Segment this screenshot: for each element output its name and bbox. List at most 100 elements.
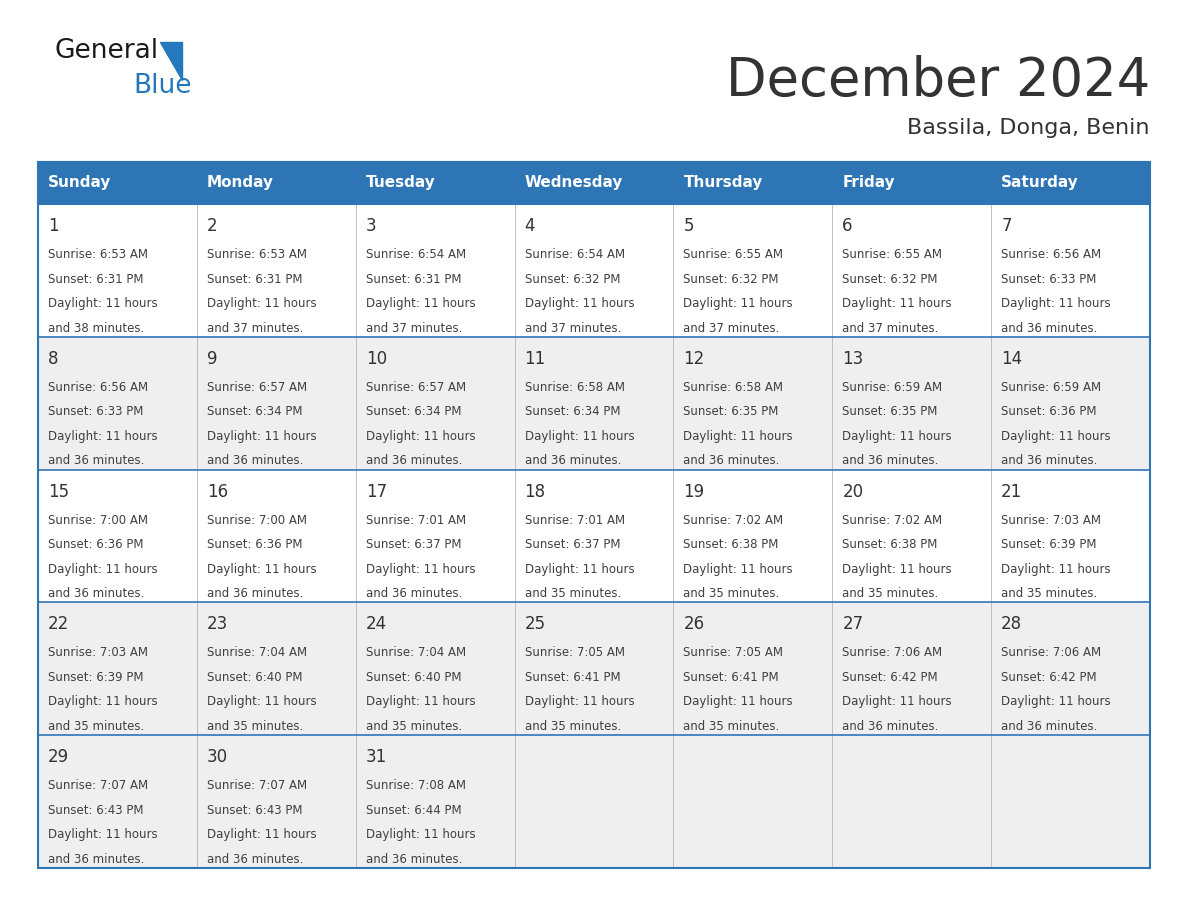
Text: Sunrise: 6:58 AM: Sunrise: 6:58 AM — [525, 381, 625, 394]
Text: Sunrise: 7:02 AM: Sunrise: 7:02 AM — [842, 513, 942, 527]
Text: Sunset: 6:42 PM: Sunset: 6:42 PM — [1001, 671, 1097, 684]
Text: and 36 minutes.: and 36 minutes. — [1001, 454, 1098, 467]
Text: Daylight: 11 hours: Daylight: 11 hours — [366, 563, 475, 576]
Text: Sunrise: 6:58 AM: Sunrise: 6:58 AM — [683, 381, 783, 394]
Text: Sunrise: 7:03 AM: Sunrise: 7:03 AM — [1001, 513, 1101, 527]
Text: Sunrise: 6:54 AM: Sunrise: 6:54 AM — [525, 248, 625, 261]
Text: 31: 31 — [366, 748, 387, 767]
Text: and 36 minutes.: and 36 minutes. — [842, 720, 939, 733]
Text: Sunset: 6:38 PM: Sunset: 6:38 PM — [842, 538, 937, 551]
Text: Daylight: 11 hours: Daylight: 11 hours — [1001, 297, 1111, 310]
Text: Daylight: 11 hours: Daylight: 11 hours — [48, 430, 158, 442]
Text: Sunset: 6:34 PM: Sunset: 6:34 PM — [207, 406, 303, 419]
Text: 10: 10 — [366, 350, 387, 368]
Text: 22: 22 — [48, 615, 69, 633]
Text: and 36 minutes.: and 36 minutes. — [683, 454, 779, 467]
Text: Sunset: 6:34 PM: Sunset: 6:34 PM — [366, 406, 461, 419]
Text: Daylight: 11 hours: Daylight: 11 hours — [683, 696, 794, 709]
Text: Daylight: 11 hours: Daylight: 11 hours — [48, 297, 158, 310]
Text: Sunrise: 6:55 AM: Sunrise: 6:55 AM — [842, 248, 942, 261]
Bar — [991, 162, 1150, 204]
Text: Daylight: 11 hours: Daylight: 11 hours — [683, 430, 794, 442]
Text: and 36 minutes.: and 36 minutes. — [525, 454, 621, 467]
Text: Daylight: 11 hours: Daylight: 11 hours — [842, 563, 952, 576]
Text: Sunset: 6:40 PM: Sunset: 6:40 PM — [366, 671, 461, 684]
Bar — [38, 602, 1150, 735]
Text: Daylight: 11 hours: Daylight: 11 hours — [525, 563, 634, 576]
Bar — [197, 162, 355, 204]
Text: Daylight: 11 hours: Daylight: 11 hours — [48, 696, 158, 709]
Bar — [674, 162, 833, 204]
Text: Sunrise: 7:00 AM: Sunrise: 7:00 AM — [207, 513, 307, 527]
Text: Daylight: 11 hours: Daylight: 11 hours — [1001, 430, 1111, 442]
Text: Sunrise: 7:07 AM: Sunrise: 7:07 AM — [207, 779, 307, 792]
Text: Sunrise: 7:01 AM: Sunrise: 7:01 AM — [366, 513, 466, 527]
Text: 4: 4 — [525, 217, 535, 235]
Text: Tuesday: Tuesday — [366, 175, 436, 191]
Text: Sunrise: 7:00 AM: Sunrise: 7:00 AM — [48, 513, 148, 527]
Text: Sunrise: 6:59 AM: Sunrise: 6:59 AM — [842, 381, 942, 394]
Text: and 37 minutes.: and 37 minutes. — [525, 321, 621, 334]
Text: 29: 29 — [48, 748, 69, 767]
Text: 1: 1 — [48, 217, 58, 235]
Text: and 35 minutes.: and 35 minutes. — [207, 720, 303, 733]
Text: Sunset: 6:37 PM: Sunset: 6:37 PM — [525, 538, 620, 551]
Text: Blue: Blue — [133, 73, 191, 99]
Text: 20: 20 — [842, 483, 864, 500]
Text: and 37 minutes.: and 37 minutes. — [366, 321, 462, 334]
Text: and 35 minutes.: and 35 minutes. — [1001, 588, 1098, 600]
Text: and 35 minutes.: and 35 minutes. — [683, 720, 779, 733]
Text: and 36 minutes.: and 36 minutes. — [48, 588, 145, 600]
Text: and 37 minutes.: and 37 minutes. — [842, 321, 939, 334]
Text: Daylight: 11 hours: Daylight: 11 hours — [683, 297, 794, 310]
Text: Sunrise: 7:05 AM: Sunrise: 7:05 AM — [525, 646, 625, 659]
Text: and 36 minutes.: and 36 minutes. — [48, 853, 145, 866]
Text: Daylight: 11 hours: Daylight: 11 hours — [366, 430, 475, 442]
Text: Sunset: 6:37 PM: Sunset: 6:37 PM — [366, 538, 461, 551]
Text: Daylight: 11 hours: Daylight: 11 hours — [366, 828, 475, 841]
Text: 15: 15 — [48, 483, 69, 500]
Text: 30: 30 — [207, 748, 228, 767]
Text: Sunset: 6:35 PM: Sunset: 6:35 PM — [842, 406, 937, 419]
Text: Sunrise: 7:05 AM: Sunrise: 7:05 AM — [683, 646, 783, 659]
Polygon shape — [160, 42, 182, 80]
Text: and 36 minutes.: and 36 minutes. — [207, 588, 303, 600]
Text: Daylight: 11 hours: Daylight: 11 hours — [525, 297, 634, 310]
Text: Sunrise: 7:04 AM: Sunrise: 7:04 AM — [366, 646, 466, 659]
Text: December 2024: December 2024 — [726, 55, 1150, 107]
Text: 28: 28 — [1001, 615, 1022, 633]
Text: 14: 14 — [1001, 350, 1022, 368]
Text: Sunset: 6:34 PM: Sunset: 6:34 PM — [525, 406, 620, 419]
Text: Daylight: 11 hours: Daylight: 11 hours — [1001, 563, 1111, 576]
Text: and 38 minutes.: and 38 minutes. — [48, 321, 144, 334]
Text: Sunset: 6:31 PM: Sunset: 6:31 PM — [207, 273, 303, 285]
Text: Sunset: 6:41 PM: Sunset: 6:41 PM — [683, 671, 779, 684]
Text: Bassila, Donga, Benin: Bassila, Donga, Benin — [908, 118, 1150, 138]
Text: and 37 minutes.: and 37 minutes. — [683, 321, 779, 334]
Text: Daylight: 11 hours: Daylight: 11 hours — [366, 297, 475, 310]
Text: Sunset: 6:36 PM: Sunset: 6:36 PM — [1001, 406, 1097, 419]
Text: Sunset: 6:36 PM: Sunset: 6:36 PM — [207, 538, 303, 551]
Text: and 36 minutes.: and 36 minutes. — [207, 853, 303, 866]
Text: Friday: Friday — [842, 175, 895, 191]
Text: 7: 7 — [1001, 217, 1012, 235]
Text: Sunset: 6:36 PM: Sunset: 6:36 PM — [48, 538, 144, 551]
Text: Daylight: 11 hours: Daylight: 11 hours — [207, 696, 316, 709]
Text: Sunrise: 7:06 AM: Sunrise: 7:06 AM — [1001, 646, 1101, 659]
Text: 5: 5 — [683, 217, 694, 235]
Text: 19: 19 — [683, 483, 704, 500]
Text: and 35 minutes.: and 35 minutes. — [366, 720, 462, 733]
Text: and 37 minutes.: and 37 minutes. — [207, 321, 303, 334]
Text: 18: 18 — [525, 483, 545, 500]
Text: 17: 17 — [366, 483, 387, 500]
Text: Sunset: 6:33 PM: Sunset: 6:33 PM — [1001, 273, 1097, 285]
Text: and 35 minutes.: and 35 minutes. — [525, 588, 621, 600]
Text: Sunset: 6:38 PM: Sunset: 6:38 PM — [683, 538, 779, 551]
Text: and 36 minutes.: and 36 minutes. — [48, 454, 145, 467]
Text: Sunset: 6:43 PM: Sunset: 6:43 PM — [207, 803, 303, 817]
Text: Sunset: 6:40 PM: Sunset: 6:40 PM — [207, 671, 303, 684]
Text: Sunset: 6:42 PM: Sunset: 6:42 PM — [842, 671, 937, 684]
Text: and 35 minutes.: and 35 minutes. — [683, 588, 779, 600]
Bar — [38, 204, 1150, 337]
Text: and 36 minutes.: and 36 minutes. — [366, 588, 462, 600]
